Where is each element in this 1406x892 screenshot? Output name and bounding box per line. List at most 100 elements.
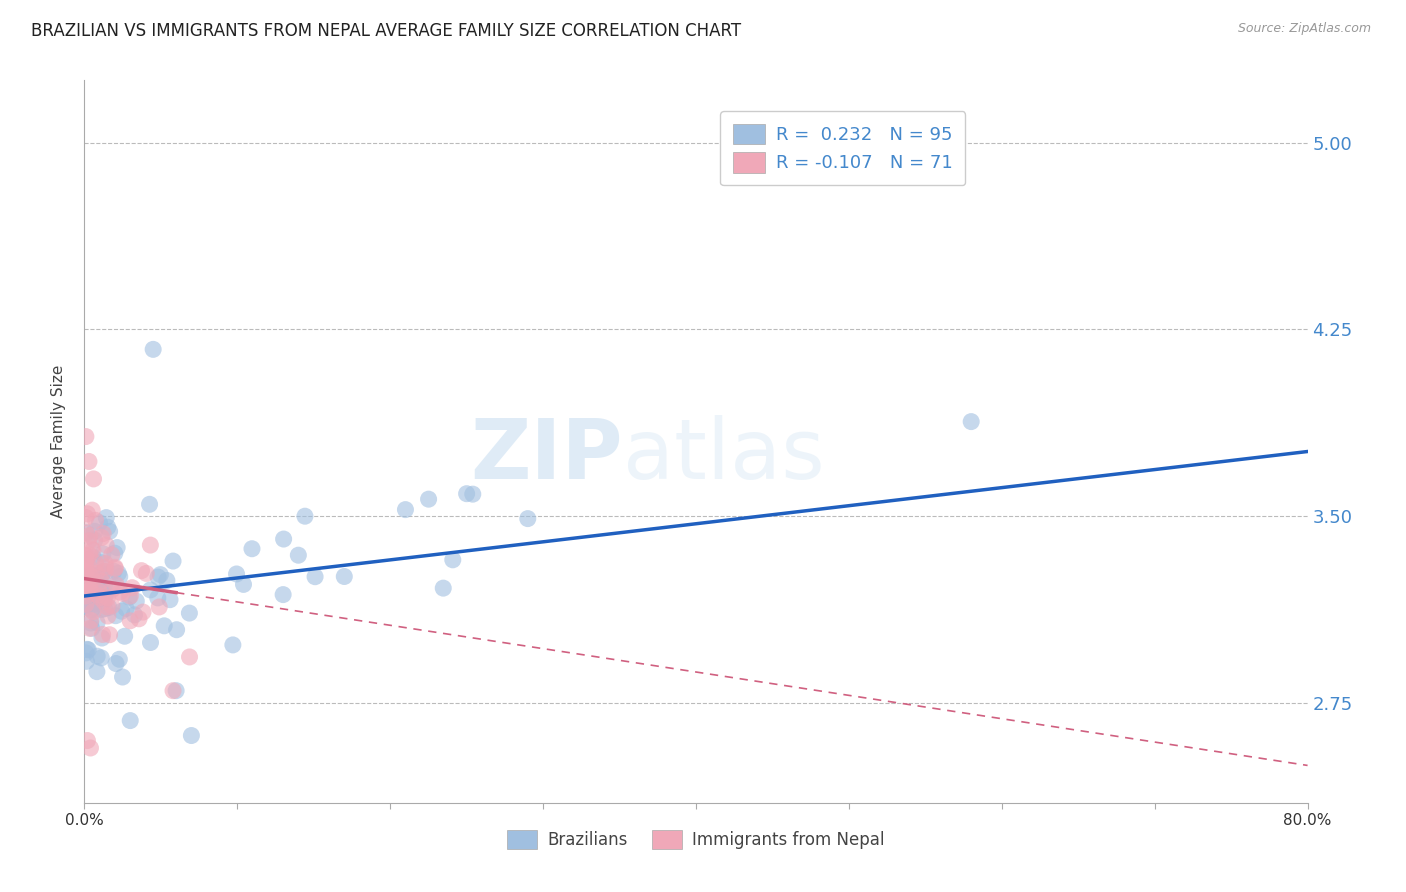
Point: [94, 590, 117, 604]
Point: [333, 569, 356, 583]
Point: [104, 561, 127, 575]
Point: [79, 575, 101, 590]
Point: [91, 547, 114, 561]
Point: [82, 574, 104, 588]
Point: [82, 600, 104, 615]
Point: [87, 592, 110, 607]
Point: [75, 592, 97, 607]
Legend: Brazilians, Immigrants from Nepal: Brazilians, Immigrants from Nepal: [501, 823, 891, 856]
Point: [79, 568, 101, 582]
Point: [108, 569, 131, 583]
Point: [79, 582, 101, 597]
Point: [86, 615, 108, 630]
Point: [271, 588, 294, 602]
Point: [273, 532, 295, 546]
Point: [153, 619, 176, 633]
Point: [114, 629, 136, 643]
Point: [418, 492, 440, 507]
Point: [96, 599, 118, 614]
Point: [93, 564, 115, 578]
Point: [80, 621, 103, 635]
Point: [180, 729, 202, 743]
Text: BRAZILIAN VS IMMIGRANTS FROM NEPAL AVERAGE FAMILY SIZE CORRELATION CHART: BRAZILIAN VS IMMIGRANTS FROM NEPAL AVERA…: [31, 22, 741, 40]
Point: [82, 543, 104, 558]
Point: [91, 627, 114, 641]
Point: [94, 557, 117, 571]
Point: [165, 683, 187, 698]
Point: [304, 570, 326, 584]
Point: [111, 586, 134, 600]
Point: [139, 635, 162, 649]
Point: [75, 510, 97, 524]
Point: [86, 588, 108, 602]
Y-axis label: Average Family Size: Average Family Size: [51, 365, 66, 518]
Point: [79, 621, 101, 635]
Text: atlas: atlas: [623, 416, 824, 497]
Point: [98, 524, 121, 539]
Point: [93, 577, 115, 591]
Point: [461, 487, 484, 501]
Point: [121, 581, 143, 595]
Point: [287, 548, 309, 562]
Point: [75, 552, 97, 566]
Point: [83, 524, 105, 539]
Point: [76, 642, 98, 657]
Point: [89, 516, 111, 530]
Point: [166, 623, 188, 637]
Point: [94, 586, 117, 600]
Point: [222, 638, 245, 652]
Point: [96, 510, 118, 524]
Point: [77, 454, 100, 468]
Point: [82, 503, 104, 517]
Point: [103, 564, 125, 578]
Point: [84, 513, 107, 527]
Point: [75, 549, 97, 563]
Point: [90, 574, 112, 589]
Point: [104, 608, 127, 623]
Point: [149, 567, 172, 582]
Point: [84, 556, 107, 570]
Point: [75, 429, 97, 443]
Point: [115, 601, 138, 615]
Point: [91, 526, 114, 541]
Point: [104, 560, 127, 574]
Point: [75, 654, 97, 668]
Point: [93, 595, 115, 609]
Point: [120, 714, 142, 728]
Point: [162, 554, 184, 568]
Point: [90, 582, 112, 597]
Point: [108, 652, 131, 666]
Point: [89, 591, 111, 605]
Point: [83, 533, 105, 548]
Point: [87, 584, 110, 599]
Point: [90, 556, 112, 570]
Point: [111, 670, 134, 684]
Point: [104, 546, 127, 560]
Point: [80, 541, 103, 556]
Point: [86, 566, 108, 581]
Point: [82, 605, 104, 619]
Text: ZIP: ZIP: [470, 416, 623, 497]
Point: [79, 584, 101, 599]
Point: [120, 614, 142, 628]
Point: [156, 574, 179, 588]
Point: [131, 564, 153, 578]
Point: [75, 576, 97, 591]
Point: [79, 741, 101, 756]
Point: [83, 597, 105, 611]
Point: [124, 607, 146, 622]
Point: [77, 533, 100, 548]
Point: [93, 587, 115, 601]
Point: [432, 581, 454, 595]
Point: [148, 599, 170, 614]
Point: [110, 604, 132, 618]
Point: [139, 582, 162, 597]
Point: [80, 567, 103, 582]
Point: [162, 683, 184, 698]
Point: [294, 509, 316, 524]
Point: [96, 538, 118, 552]
Point: [98, 600, 121, 615]
Point: [86, 665, 108, 679]
Point: [101, 582, 124, 596]
Point: [179, 606, 201, 620]
